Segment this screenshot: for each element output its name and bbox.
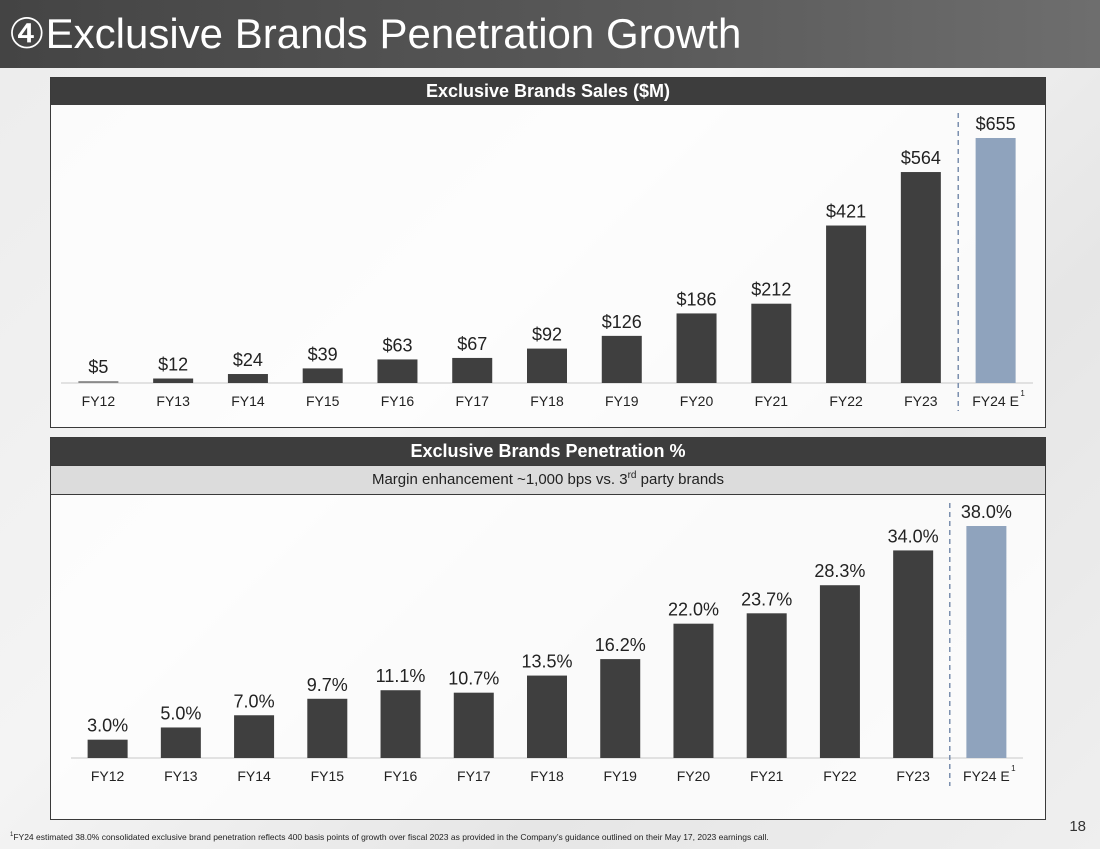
tick-label: FY18	[530, 393, 564, 409]
tick-label: FY24 E	[972, 393, 1019, 409]
bar-fy14	[234, 715, 275, 758]
bar-fy15	[302, 368, 343, 383]
data-label: 10.7%	[448, 669, 499, 689]
bar-fy21	[746, 613, 787, 758]
data-label: $39	[308, 344, 338, 364]
bar-fy15	[307, 698, 348, 758]
data-label: $655	[976, 114, 1016, 134]
sales-chart-title: Exclusive Brands Sales ($M)	[51, 78, 1045, 105]
tick-label: FY22	[829, 393, 863, 409]
estimate-footnote-marker: 1	[1020, 389, 1025, 398]
tick-label: FY12	[91, 768, 125, 784]
penetration-chart-title: Exclusive Brands Penetration %	[51, 438, 1045, 465]
data-label: 13.5%	[521, 652, 572, 672]
bar-fy20	[676, 313, 717, 383]
tick-label: FY12	[82, 393, 116, 409]
subtitle-superscript: rd	[627, 470, 637, 481]
tick-label: FY22	[823, 768, 857, 784]
penetration-chart: 3.0% FY12 5.0% FY13 7.0% FY14 9.7% FY15 11.1% FY1…	[71, 502, 1023, 786]
data-label: $212	[751, 280, 791, 300]
data-label: $12	[158, 355, 188, 375]
bar-fy12	[78, 381, 119, 383]
data-label: $5	[88, 357, 108, 377]
bar-fy13	[160, 727, 201, 758]
penetration-chart-subtitle: Margin enhancement ~1,000 bps vs. 3rd pa…	[51, 465, 1045, 495]
tick-label: FY16	[381, 393, 415, 409]
data-label: $564	[901, 148, 941, 168]
data-label: 11.1%	[376, 666, 426, 686]
footnote-marker: 1	[10, 832, 14, 839]
tick-label: FY15	[306, 393, 340, 409]
tick-label: FY13	[164, 768, 198, 784]
bar-fy17	[453, 692, 494, 758]
tick-label: FY18	[530, 768, 564, 784]
tick-label: FY17	[455, 393, 489, 409]
data-label: 3.0%	[87, 716, 128, 736]
estimate-footnote-marker: 1	[1011, 764, 1016, 773]
tick-label: FY20	[680, 393, 714, 409]
tick-label: FY19	[603, 768, 637, 784]
data-label: 16.2%	[595, 635, 646, 655]
bar-fy23	[893, 550, 934, 758]
data-label: $24	[233, 350, 263, 370]
data-label: 9.7%	[307, 675, 348, 695]
bar-fy14	[227, 374, 268, 383]
tick-label: FY21	[755, 393, 789, 409]
sales-chart: $5 FY12 $12 FY13 $24 FY14 $39 FY15 $63 FY16 $67 FY1…	[61, 113, 1033, 411]
tick-label: FY16	[384, 768, 418, 784]
sales-chart-panel: Exclusive Brands Sales ($M) $5 FY12 $12 FY1…	[50, 77, 1046, 428]
bar-fy18	[527, 675, 567, 758]
tick-label: FY14	[231, 393, 265, 409]
tick-label: FY19	[605, 393, 639, 409]
title-bar: ④Exclusive Brands Penetration Growth	[0, 0, 1100, 68]
bar-fy16	[377, 359, 418, 383]
tick-label: FY14	[237, 768, 271, 784]
tick-label: FY24 E	[963, 768, 1010, 784]
data-label: 5.0%	[160, 703, 201, 723]
data-label: 7.0%	[234, 691, 275, 711]
footnote-text: FY24 estimated 38.0% consolidated exclus…	[13, 832, 769, 842]
bar-fy13	[153, 378, 194, 383]
subtitle-text-end: party brands	[636, 471, 725, 488]
data-label: $63	[382, 335, 412, 355]
tick-label: FY21	[750, 768, 784, 784]
slide-title: ④Exclusive Brands Penetration Growth	[8, 10, 742, 57]
data-label: $126	[602, 312, 642, 332]
bar-fy20	[673, 623, 714, 758]
data-label: 23.7%	[741, 589, 792, 609]
bar-fy22	[826, 225, 867, 383]
bar-fy21	[751, 303, 792, 383]
data-label: 22.0%	[668, 600, 719, 620]
bar-fy24-e	[975, 138, 1016, 383]
tick-label: FY13	[156, 393, 190, 409]
bar-fy23	[900, 172, 941, 383]
subtitle-text: Margin enhancement ~1,000 bps vs. 3	[371, 471, 628, 488]
bar-fy19	[600, 659, 641, 758]
bar-fy18	[527, 348, 567, 383]
footnote: 1FY24 estimated 38.0% consolidated exclu…	[10, 832, 769, 842]
data-label: $186	[677, 289, 717, 309]
penetration-chart-panel: Exclusive Brands Penetration % Margin en…	[50, 437, 1046, 820]
data-label: 28.3%	[814, 561, 865, 581]
tick-label: FY15	[311, 768, 345, 784]
tick-label: FY23	[904, 393, 938, 409]
data-label: $92	[532, 325, 562, 345]
tick-label: FY20	[677, 768, 711, 784]
tick-label: FY23	[896, 768, 930, 784]
bar-fy16	[380, 690, 421, 758]
bar-fy17	[452, 357, 493, 383]
bar-fy22	[819, 585, 860, 758]
bar-fy24-e	[966, 526, 1007, 758]
bar-fy12	[87, 739, 128, 758]
data-label: $421	[826, 202, 866, 222]
data-label: $67	[457, 334, 487, 354]
bar-fy19	[601, 335, 642, 383]
page-number: 18	[1069, 818, 1086, 835]
data-label: 34.0%	[888, 526, 939, 546]
data-label: 38.0%	[961, 502, 1012, 522]
tick-label: FY17	[457, 768, 491, 784]
